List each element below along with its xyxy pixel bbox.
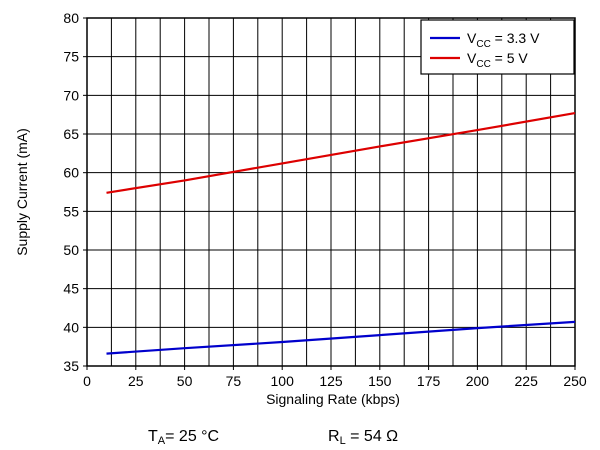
- series-line-2: [106, 112, 576, 194]
- x-tick-label: 0: [83, 373, 91, 389]
- legend-box: [420, 19, 575, 75]
- legend-label-2: VCC = 5 V: [467, 50, 528, 70]
- y-tick-label: 50: [63, 242, 79, 258]
- x-tick-label: 25: [128, 373, 144, 389]
- x-tick-label: 175: [417, 373, 441, 389]
- x-tick-label: 200: [466, 373, 490, 389]
- x-axis-title: Signaling Rate (kbps): [266, 391, 400, 407]
- y-tick-label: 80: [63, 10, 79, 26]
- x-tick-label: 250: [563, 373, 587, 389]
- x-tick-label: 150: [368, 373, 392, 389]
- y-tick-label: 75: [63, 49, 79, 65]
- rl-value: = 54 Ω: [345, 428, 399, 445]
- load-resistance-note: RL = 54 Ω: [328, 428, 398, 447]
- y-tick-label: 60: [63, 165, 79, 181]
- ta-value: = 25 °C: [165, 428, 220, 445]
- ta-symbol: T: [148, 428, 158, 445]
- y-tick-label: 45: [63, 281, 79, 297]
- x-tick-label: 50: [177, 373, 193, 389]
- ta-subscript: A: [157, 435, 166, 447]
- rl-subscript: L: [339, 435, 346, 447]
- rl-symbol: R: [328, 428, 340, 445]
- grid-lines: [87, 18, 575, 366]
- ambient-temperature-note: TA= 25 °C: [148, 428, 219, 447]
- x-tick-label: 75: [226, 373, 242, 389]
- y-tick-label: 40: [63, 319, 79, 335]
- y-tick-label: 55: [63, 203, 79, 219]
- axis-ticks: 0 25 50 75 100 125 150 175 200 225 250 35 40 45 50 55 60…: [63, 10, 586, 389]
- y-tick-label: 70: [63, 87, 79, 103]
- y-tick-label: 35: [63, 358, 79, 374]
- x-tick-label: 100: [271, 373, 295, 389]
- series-line-1: [106, 320, 576, 355]
- y-axis-title: Supply Current (mA): [14, 128, 30, 256]
- legend-label-1: VCC = 3.3 V: [467, 30, 540, 50]
- x-tick-label: 125: [319, 373, 343, 389]
- x-tick-label: 225: [515, 373, 539, 389]
- y-tick-label: 65: [63, 126, 79, 142]
